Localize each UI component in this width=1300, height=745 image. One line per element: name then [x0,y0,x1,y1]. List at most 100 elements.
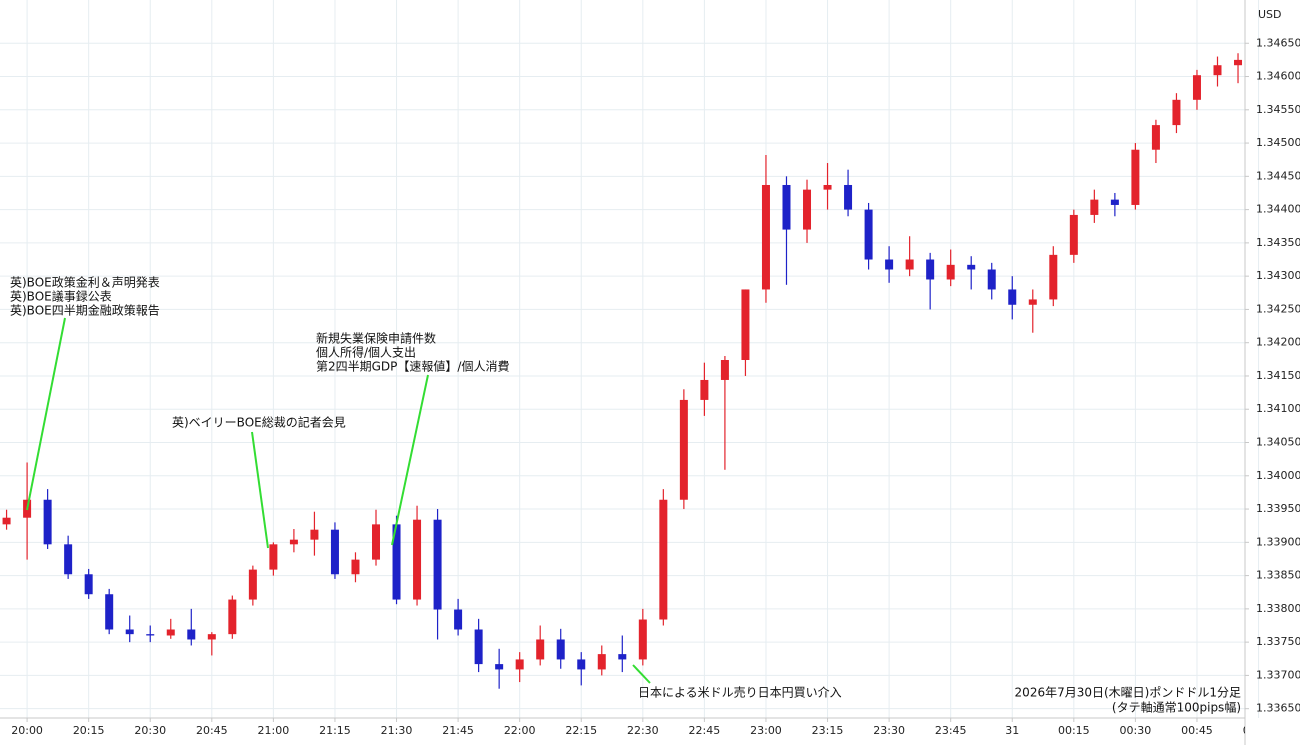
y-tick-label: 1.34050 [1256,436,1300,449]
y-tick-label: 1.34150 [1256,369,1300,382]
candle-body [659,499,668,620]
x-tick-label: 23:15 [812,724,844,737]
y-tick-label: 1.34650 [1256,36,1300,49]
y-tick-label: 1.34600 [1256,70,1300,83]
annotation-text: 第2四半期GDP【速報値】/個人消費 [316,359,509,374]
candle-body [372,524,381,560]
x-tick-label: 01:00 [1243,724,1275,737]
candle-body [1028,299,1037,305]
candle-body [166,629,175,636]
x-tick-label: 21:15 [319,724,351,737]
x-tick-label: 20:15 [73,724,105,737]
annotation-text: 英)ベイリーBOE総裁の記者会見 [172,415,346,430]
candle-body [289,539,298,545]
y-tick-label: 1.33800 [1256,602,1300,615]
y-tick-label: 1.34550 [1256,103,1300,116]
candle-body [761,184,770,290]
x-tick-label: 00:30 [1120,724,1152,737]
candle-body [413,519,422,600]
x-axis: 20:00 20:15 20:30 20:45 21:00 21:15 21:30 21:45… [11,718,1275,737]
candle-body [269,544,278,570]
candle-body [1110,199,1119,205]
caption: (タテ軸通常100pips幅) [1112,700,1241,715]
y-tick-label: 1.34300 [1256,269,1300,282]
candle-body [905,259,914,270]
candle-body [1131,149,1140,205]
x-tick-label: 20:45 [196,724,228,737]
y-tick-label: 1.34450 [1256,169,1300,182]
y-tick-label: 1.34400 [1256,203,1300,216]
candles [2,53,1243,689]
candle-body [987,269,996,290]
annotation-text: 新規失業保険申請件数 [316,331,436,346]
candle-body [864,209,873,260]
y-tick-label: 1.33750 [1256,635,1300,648]
candle-body [1234,59,1243,66]
y-axis: 1.33650 1.33700 1.33750 1.33800 1.33850 1.339… [1245,36,1300,715]
candle-body [720,359,729,380]
candle-body [495,664,504,670]
x-tick-label: 00:15 [1058,724,1090,737]
candle-body [351,559,360,575]
candle-body [146,634,155,636]
y-tick-label: 1.33650 [1256,702,1300,715]
y-tick-label: 1.33950 [1256,502,1300,515]
candle-body [64,544,73,575]
candle-body [43,499,52,545]
candle-body [967,264,976,270]
candle-body [803,189,812,230]
annotation-text: 日本による米ドル売り日本円買い介入 [638,685,842,700]
x-tick-label: 20:30 [134,724,166,737]
y-tick-label: 1.34200 [1256,336,1300,349]
candle-body [536,639,545,660]
candle-body [1090,199,1099,215]
candle-body [1192,75,1201,100]
candle-body [1213,65,1222,76]
candle-body [433,519,442,610]
candle-body [125,629,134,635]
candle-body [823,184,832,190]
candle-body [577,659,586,670]
x-tick-label: 22:15 [565,724,597,737]
candle-body [84,574,93,595]
annotation-pointer [632,664,651,684]
x-tick-label: 21:30 [381,724,413,737]
y-tick-label: 1.34500 [1256,136,1300,149]
candle-body [679,399,688,500]
annotation-text: 英)BOE議事録公表 [10,289,112,304]
y-tick-label: 1.33850 [1256,569,1300,582]
annotation-text: 英)BOE政策金利＆声明発表 [10,275,160,290]
x-tick-label: 21:45 [442,724,474,737]
currency-label: USD [1258,8,1282,21]
candle-body [782,184,791,230]
y-tick-label: 1.34350 [1256,236,1300,249]
x-tick-label: 22:00 [504,724,536,737]
grid [0,0,1260,718]
caption: 2026年7月30日(木曜日)ポンドドル1分足 [1015,686,1241,700]
x-tick-label: 23:00 [750,724,782,737]
candle-body [1172,99,1181,126]
candle-body [187,629,196,640]
candle-body [248,569,257,600]
y-tick-label: 1.33700 [1256,668,1300,681]
annotation-pointer [391,374,429,546]
candle-body [1069,214,1078,255]
candle-body [474,629,483,665]
candle-body [310,529,319,540]
annotation-pointer [251,431,269,549]
candle-body [2,517,11,525]
candle-body [1151,125,1160,150]
candle-body [105,594,114,630]
x-tick-label: 21:00 [258,724,290,737]
candle-body [515,659,524,670]
candle-body [741,289,750,360]
x-tick-label: 23:45 [935,724,967,737]
x-tick-label: 00:45 [1181,724,1213,737]
y-tick-label: 1.34250 [1256,302,1300,315]
x-tick-label: 31 [1005,724,1019,737]
candle-body [638,619,647,660]
candle-body [844,184,853,210]
candle-body [618,654,627,660]
annotations: 英)BOE政策金利＆声明発表英)BOE議事録公表英)BOE四半期金融政策報告英)… [10,275,842,700]
x-tick-label: 22:45 [689,724,721,737]
